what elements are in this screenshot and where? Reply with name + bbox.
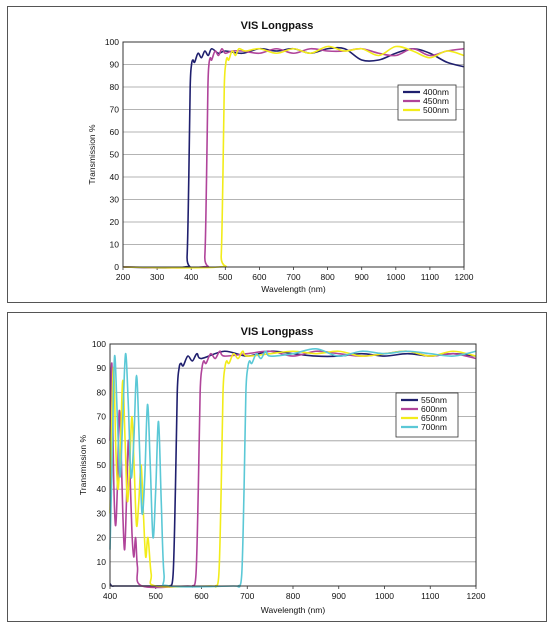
- plot-frame: [109, 343, 477, 587]
- y-tick-label: 20: [97, 533, 107, 543]
- legend-entry: 500nm: [423, 105, 449, 115]
- y-tick-label: 0: [101, 581, 106, 591]
- legend-entry: 400nm: [423, 87, 449, 97]
- x-tick-label: 1200: [467, 591, 486, 601]
- x-tick-label: 600: [194, 591, 208, 601]
- x-tick-label: 1100: [421, 591, 440, 601]
- y-tick-label: 20: [110, 217, 120, 227]
- y-tick-label: 50: [110, 150, 120, 160]
- x-axis-label: Wavelength (nm): [261, 605, 326, 615]
- y-tick-label: 90: [97, 363, 107, 373]
- y-tick-label: 100: [92, 339, 106, 349]
- legend-box: [397, 84, 457, 121]
- chart-panel-1: VIS Longpass 0 10 20 30 40 50 60 70 80 90 100 200 3…: [7, 6, 547, 303]
- y-tick-label: 40: [110, 172, 120, 182]
- series-line-600nm: [109, 350, 477, 589]
- chart-panel-2: VIS Longpass 0 10 20 30 40 50 60 70 80 90 100 400 5…: [7, 312, 547, 622]
- x-tick-label: 400: [184, 272, 198, 282]
- y-tick-label: 30: [110, 195, 120, 205]
- y-axis-label: Transmission %: [87, 124, 97, 185]
- x-tick-label: 300: [150, 272, 164, 282]
- x-tick-label: 900: [332, 591, 346, 601]
- y-tick-label: 40: [97, 484, 107, 494]
- y-tick-label: 60: [97, 436, 107, 446]
- x-tick-label: 400: [103, 591, 117, 601]
- series-line-650nm: [109, 350, 477, 588]
- y-axis-label: Transmission %: [78, 434, 88, 495]
- series-line-450nm: [122, 47, 465, 269]
- plot-frame: [122, 41, 465, 268]
- x-tick-label: 500: [149, 591, 163, 601]
- x-tick-label: 1000: [375, 591, 394, 601]
- legend-entry: 700nm: [421, 422, 447, 432]
- x-tick-label: 800: [321, 272, 335, 282]
- legend-entry: 600nm: [421, 404, 447, 414]
- y-tick-label: 60: [110, 127, 120, 137]
- y-tick-label: 90: [110, 60, 120, 70]
- chart-title: VIS Longpass: [241, 326, 314, 338]
- x-axis-label: Wavelength (nm): [261, 284, 326, 294]
- y-tick-label: 30: [97, 508, 107, 518]
- y-tick-label: 10: [97, 557, 107, 567]
- chart-2: VIS Longpass 0 10 20 30 40 50 60 70 80 90 100 400 5…: [78, 326, 486, 615]
- y-tick-label: 50: [97, 460, 107, 470]
- x-tick-label: 600: [252, 272, 266, 282]
- y-tick-label: 0: [114, 262, 119, 272]
- y-tick-label: 100: [105, 37, 119, 47]
- y-tick-label: 70: [110, 105, 120, 115]
- y-tick-label: 80: [110, 82, 120, 92]
- series-line-500nm: [122, 45, 465, 269]
- series-line-400nm: [122, 46, 465, 269]
- chart-1: VIS Longpass 0 10 20 30 40 50 60 70 80 90 100 200 3…: [87, 20, 474, 294]
- series-line-550nm: [109, 350, 477, 588]
- y-tick-label: 80: [97, 387, 107, 397]
- series-line-700nm: [109, 348, 477, 588]
- x-tick-label: 900: [355, 272, 369, 282]
- legend-entry: 650nm: [421, 413, 447, 423]
- x-tick-label: 800: [286, 591, 300, 601]
- x-tick-label: 700: [240, 591, 254, 601]
- y-tick-label: 70: [97, 412, 107, 422]
- legend-entry: 450nm: [423, 96, 449, 106]
- x-tick-label: 700: [286, 272, 300, 282]
- y-tick-label: 10: [110, 240, 120, 250]
- chart-title: VIS Longpass: [241, 20, 314, 32]
- x-tick-label: 500: [218, 272, 232, 282]
- x-tick-label: 1000: [386, 272, 405, 282]
- x-tick-label: 1100: [421, 272, 440, 282]
- legend-entry: 550nm: [421, 395, 447, 405]
- x-tick-label: 1200: [455, 272, 474, 282]
- x-tick-label: 200: [116, 272, 130, 282]
